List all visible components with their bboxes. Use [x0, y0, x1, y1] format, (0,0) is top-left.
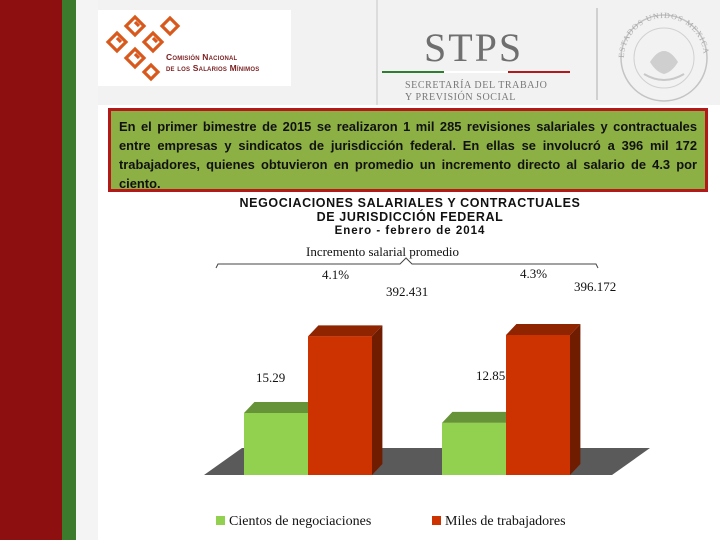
conasami-line-1: Comisión Nacional	[166, 52, 238, 62]
stps-subtitle-line-2: Y PREVISIÓN SOCIAL	[405, 92, 516, 103]
conasami-logo-text: Comisión Nacional de los Salarios Mínimo…	[166, 52, 259, 74]
conasami-line-2: de los Salarios Mínimos	[166, 63, 260, 73]
decorative-band-red	[0, 0, 62, 540]
data-label-0-0: 15.29	[256, 370, 286, 385]
summary-box: En el primer bimestre de 2015 se realiza…	[108, 108, 708, 192]
bar-top-1-1	[506, 324, 581, 335]
stps-title: STPS	[424, 25, 524, 70]
header-divider	[376, 0, 378, 105]
bar-trabajadores-1	[506, 335, 570, 475]
stps-subtitle-line-1: SECRETARÍA DEL TRABAJO	[405, 80, 548, 91]
data-label-1-1: 396.172	[574, 279, 617, 294]
bracket-label: Incremento salarial promedio	[306, 244, 460, 259]
bar-top-1-0	[308, 325, 383, 337]
chart-subtitle: DE JURISDICCIÓN FEDERAL	[316, 210, 504, 224]
decorative-band-green	[62, 0, 76, 540]
legend-swatch-green	[216, 516, 225, 525]
data-label-1-0: 392.431	[386, 284, 429, 299]
stps-tricolor-rule	[382, 71, 570, 73]
conasami-logo-icon	[105, 14, 181, 82]
header-divider-right	[596, 8, 598, 100]
stps-subtitle: SECRETARÍA DEL TRABAJO Y PREVISIÓN SOCIA…	[405, 80, 547, 104]
bar-top-0-0	[244, 402, 319, 413]
increment-label-0: 4.1%	[322, 267, 350, 282]
bar-negociaciones-0	[244, 413, 308, 475]
decorative-band-white	[76, 0, 98, 540]
legend-label-trabajadores: Miles de trabajadores	[445, 514, 566, 529]
legend-label-negociaciones: Cientos de negociaciones	[229, 514, 372, 529]
summary-text: En el primer bimestre de 2015 se realiza…	[119, 119, 697, 191]
legend-item-trabajadores: Miles de trabajadores	[432, 514, 566, 530]
bar-top-0-1	[442, 411, 517, 423]
legend-swatch-red	[432, 516, 441, 525]
bar-side-1-1	[570, 324, 581, 475]
legend-item-negociaciones: Cientos de negociaciones	[216, 514, 371, 530]
chart-title: NEGOCIACIONES SALARIALES Y CONTRACTUALES	[239, 196, 581, 210]
data-label-0-1: 12.85	[476, 368, 506, 383]
bar-trabajadores-0	[308, 336, 372, 475]
increment-bracket	[215, 257, 599, 269]
national-seal-icon: ESTADOS UNIDOS MEXICANOS	[610, 2, 710, 102]
bar-side-1-0	[372, 325, 383, 475]
chart-period: Enero - febrero de 2014	[334, 225, 486, 237]
bar-negociaciones-1	[442, 422, 506, 475]
increment-label-1: 4.3%	[520, 266, 548, 281]
